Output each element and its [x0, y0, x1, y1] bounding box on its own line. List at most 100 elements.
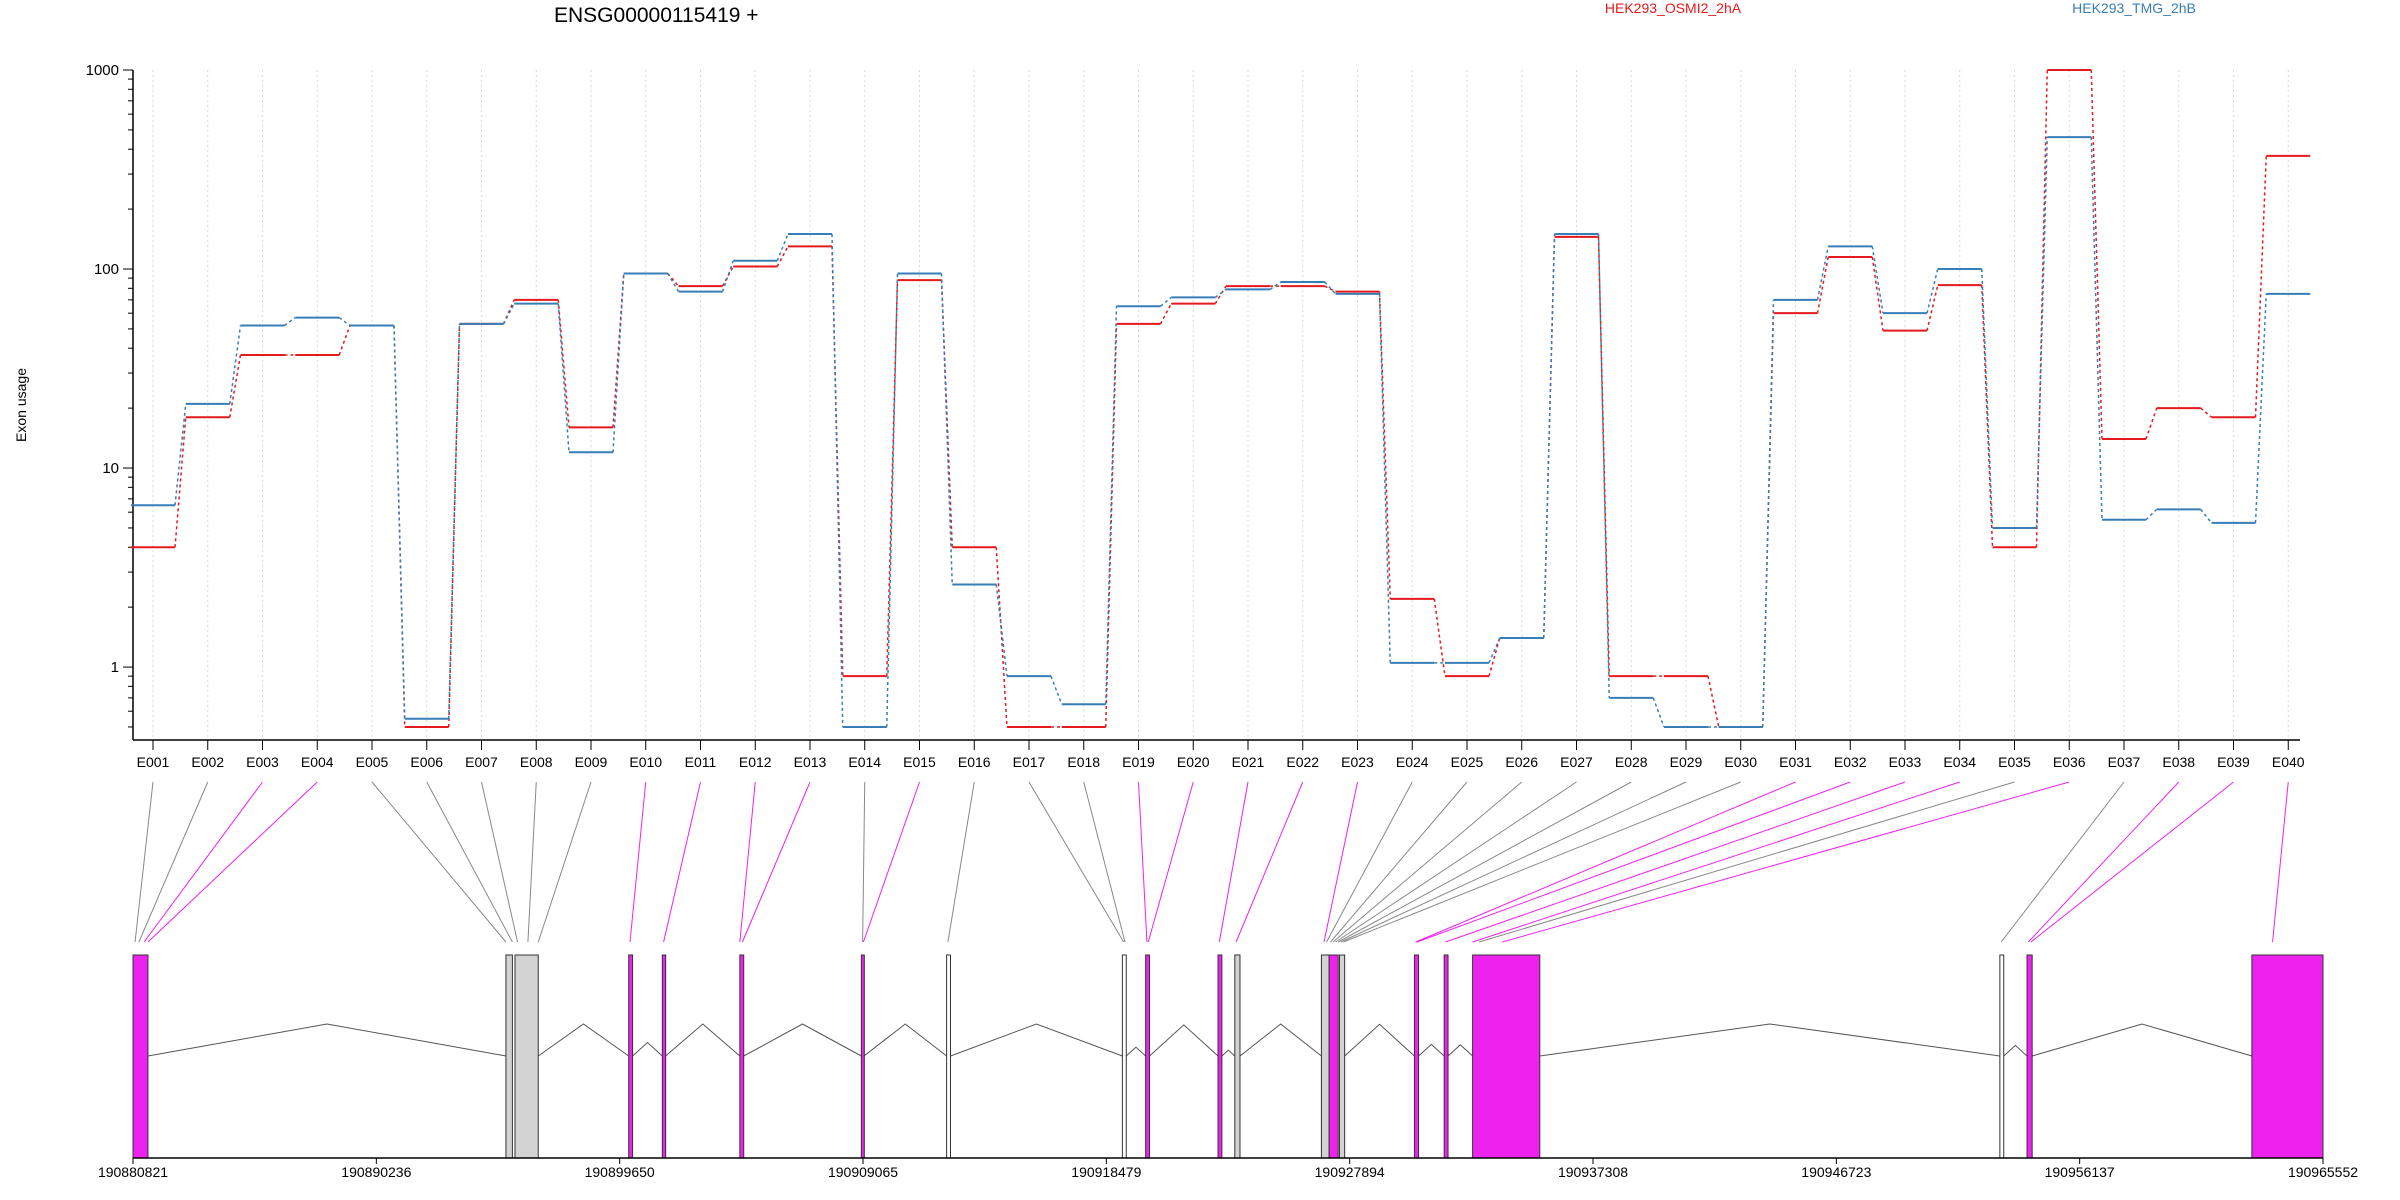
gene-axis-tick-label: 190880821: [98, 1164, 168, 1180]
series-2-connector: [1050, 675, 1063, 705]
series-2-connector: [612, 273, 625, 453]
exon-link-e009: [537, 781, 592, 943]
exon-links: [134, 781, 2289, 943]
series-1-connector: [174, 417, 187, 548]
x-tick-label: E017: [1013, 754, 1046, 770]
exon-link-e020: [1147, 781, 1194, 943]
y-tick-label: 1: [111, 659, 119, 676]
series-1-connector: [1816, 256, 1829, 314]
exon-link-e034: [1472, 781, 1960, 943]
x-tick-label: E004: [301, 754, 334, 770]
series-2-connector: [229, 325, 242, 405]
series-2-connector: [1324, 281, 1337, 295]
exon-link-e005: [371, 781, 507, 943]
gene-model: [132, 954, 2324, 1159]
exon-link-e023: [1323, 781, 1358, 943]
series-1-connector: [2145, 407, 2158, 440]
series-1-connector: [612, 273, 625, 428]
series-2-connector: [338, 316, 351, 327]
series-1-connector: [1159, 303, 1172, 325]
x-tick-label: E039: [2217, 754, 2250, 770]
exon-block: [1999, 954, 2005, 1159]
exon-link-e029: [1340, 781, 1687, 943]
series-1-connector: [721, 266, 734, 287]
exon-link-e026: [1332, 781, 1523, 943]
series-2-connector: [995, 584, 1008, 677]
x-tick-label: E036: [2053, 754, 2086, 770]
exon-block: [1217, 954, 1223, 1159]
grid-lines: [152, 70, 2289, 740]
x-tick-label: E012: [739, 754, 772, 770]
x-tick-label: E029: [1670, 754, 1703, 770]
exon-link-e040: [2272, 781, 2289, 943]
exon-link-e008: [527, 781, 537, 943]
series-2-connector: [886, 273, 899, 727]
intron-line: [2032, 1023, 2253, 1057]
intron-line: [1418, 1043, 1445, 1057]
exon-block: [1234, 954, 1241, 1159]
x-tick-label: E037: [2108, 754, 2141, 770]
intron-line: [1539, 1023, 2000, 1057]
x-tick-label: E030: [1724, 754, 1757, 770]
x-tick-label: E015: [903, 754, 936, 770]
series-2-connector: [1926, 268, 1939, 314]
series-2-connector: [776, 233, 789, 262]
series-1-connector: [338, 325, 351, 356]
series-1-connector: [1488, 637, 1501, 677]
exon-link-e038: [2027, 781, 2180, 943]
gene-axis-tick-label: 190918479: [1071, 1164, 1141, 1180]
exon-block: [739, 954, 745, 1159]
exon-link-e015: [862, 781, 920, 943]
intron-line: [147, 1023, 507, 1057]
x-tick-label: E014: [848, 754, 881, 770]
x-tick-label: E019: [1122, 754, 1155, 770]
exon-link-e032: [1416, 781, 1851, 943]
exon-link-e001: [134, 781, 154, 943]
exon-link-e010: [629, 781, 647, 943]
exon-link-e012: [739, 781, 756, 943]
series-2-connector: [1105, 306, 1118, 705]
series-2: [131, 136, 2311, 728]
series-1-connector: [2200, 407, 2212, 418]
series-1-connector: [1707, 676, 1720, 728]
y-axis-label: Exon usage: [13, 368, 29, 442]
y-tick-label: 1000: [86, 62, 119, 79]
exon-block: [1338, 954, 1346, 1159]
intron-line: [1447, 1044, 1473, 1057]
exon-link-e014: [862, 781, 866, 943]
x-tick-label: E011: [685, 754, 717, 770]
x-tick-label: E016: [958, 754, 991, 770]
legend-series-2: HEK293_TMG_2hB: [2072, 0, 2196, 16]
x-tick-label: E023: [1341, 754, 1374, 770]
exon-link-e024: [1326, 781, 1413, 943]
series-1-connector: [2254, 155, 2267, 418]
gene-axis-tick-label: 190890236: [341, 1164, 411, 1180]
exon-link-e035: [1478, 781, 2015, 943]
exon-block: [1443, 954, 1449, 1159]
series-1-connector: [1981, 285, 1994, 548]
gene-axis-tick-label: 190946723: [1801, 1164, 1871, 1180]
series-1-connector: [502, 299, 515, 325]
gene-axis-tick-label: 190899650: [585, 1164, 655, 1180]
x-tick-label: E008: [520, 754, 553, 770]
exon-link-e033: [1445, 781, 1906, 943]
exon-block: [860, 954, 865, 1159]
intron-line: [537, 1023, 629, 1057]
series-2-connector: [2254, 293, 2267, 523]
series-2-connector: [393, 325, 406, 719]
x-tick-label: E028: [1615, 754, 1648, 770]
y-axis: 1 10 100 1000: [86, 62, 134, 740]
exon-link-e019: [1138, 781, 1148, 943]
exon-block: [1413, 954, 1420, 1159]
x-tick-label: E020: [1177, 754, 1210, 770]
exon-link-e025: [1330, 781, 1468, 943]
series-1-connector: [995, 547, 1008, 728]
x-tick-label: E026: [1505, 754, 1538, 770]
exon-link-e003: [143, 781, 263, 943]
exon-link-e017: [1028, 781, 1125, 943]
exon-block: [1320, 954, 1330, 1159]
exon-link-e004: [147, 781, 318, 943]
x-tick-label: E013: [794, 754, 827, 770]
series-1-connector: [2090, 69, 2103, 439]
exon-block: [946, 954, 951, 1159]
